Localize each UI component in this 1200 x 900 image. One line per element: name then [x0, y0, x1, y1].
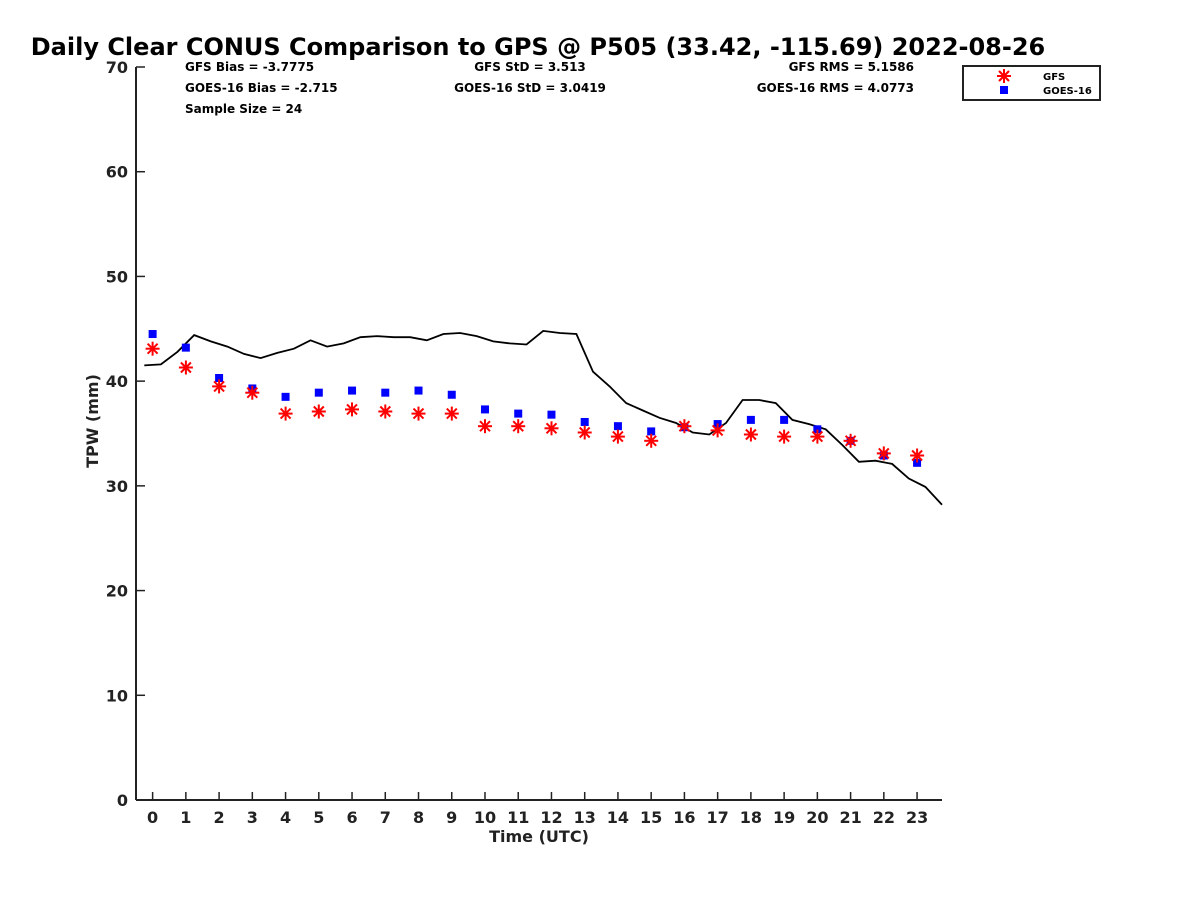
gfs-point — [310, 403, 327, 420]
gfs-point — [211, 378, 228, 395]
sample-size-stat: Sample Size = 24 — [185, 102, 302, 116]
gfs-rms-stat: GFS RMS = 5.1586 — [789, 60, 914, 74]
goes16-point — [181, 343, 190, 352]
chart-title: Daily Clear CONUS Comparison to GPS @ P5… — [31, 33, 1045, 61]
goes16-point — [215, 374, 224, 383]
x-tick-label: 12 — [540, 808, 562, 827]
gfs-point — [543, 420, 560, 437]
x-tick-label: 9 — [446, 808, 457, 827]
goes16-point — [647, 427, 656, 436]
goes16-point — [746, 415, 755, 424]
gfs-point — [344, 401, 360, 418]
goes16-point — [580, 417, 589, 426]
gfs-point — [443, 405, 460, 422]
x-tick-label: 1 — [180, 808, 191, 827]
gfs-point — [909, 447, 926, 464]
x-tick-label: 0 — [147, 808, 158, 827]
legend-gfs-marker — [996, 68, 1012, 84]
x-tick-label: 6 — [346, 808, 357, 827]
gfs-point — [676, 418, 693, 435]
goes-rms-stat: GOES-16 RMS = 4.0773 — [757, 81, 914, 95]
legend-goes-label: GOES-16 — [1043, 86, 1092, 97]
gps-series-line — [144, 329, 943, 506]
goes16-point — [514, 409, 523, 418]
gfs-point — [177, 359, 194, 376]
x-tick-label: 23 — [906, 808, 928, 827]
y-axis-ticks: 0 10 20 30 40 50 60 70 — [106, 58, 145, 810]
legend-gfs-label: GFS — [1043, 72, 1065, 83]
gfs-point — [643, 432, 660, 449]
x-tick-label: 15 — [640, 808, 662, 827]
goes16-point — [381, 388, 390, 397]
y-tick-label: 30 — [106, 477, 128, 496]
x-axis-ticks: 0 1 2 3 4 5 6 7 8 9 10 11 12 13 14 15 16 17 18 19 20 21 22 23 — [147, 792, 928, 827]
gfs-std-stat: GFS StD = 3.513 — [474, 60, 586, 74]
x-tick-label: 11 — [507, 808, 529, 827]
x-tick-label: 21 — [839, 808, 861, 827]
gfs-point — [842, 432, 859, 449]
gfs-point — [510, 418, 527, 435]
x-tick-label: 10 — [474, 808, 496, 827]
x-axis-label: Time (UTC) — [489, 827, 589, 846]
x-tick-label: 20 — [806, 808, 828, 827]
gfs-point — [709, 422, 726, 439]
y-axis-label: TPW (mm) — [83, 374, 102, 468]
gfs-point — [477, 418, 493, 435]
gfs-bias-stat: GFS Bias = -3.7775 — [185, 60, 314, 74]
gfs-point — [377, 403, 394, 420]
y-tick-label: 50 — [106, 267, 128, 286]
goes16-point — [913, 458, 922, 467]
x-tick-label: 2 — [214, 808, 225, 827]
y-tick-label: 10 — [106, 686, 128, 705]
x-tick-label: 7 — [380, 808, 391, 827]
goes16-point — [547, 410, 556, 419]
legend-box — [962, 65, 1101, 101]
x-tick-label: 17 — [707, 808, 729, 827]
goes16-point — [480, 405, 489, 414]
gfs-point — [410, 405, 427, 422]
legend-goes-marker — [1000, 86, 1008, 94]
x-tick-label: 22 — [873, 808, 895, 827]
x-tick-label: 8 — [413, 808, 424, 827]
x-tick-label: 18 — [740, 808, 762, 827]
y-tick-label: 40 — [106, 372, 128, 391]
x-tick-label: 4 — [280, 808, 291, 827]
goes16-point — [314, 388, 323, 397]
x-tick-label: 16 — [673, 808, 695, 827]
gfs-point — [776, 428, 793, 445]
plot-area — [144, 329, 943, 506]
y-tick-label: 20 — [106, 582, 128, 601]
goes16-point — [414, 386, 423, 395]
x-tick-label: 5 — [313, 808, 324, 827]
goes16-point — [813, 425, 822, 434]
y-tick-label: 0 — [117, 791, 128, 810]
x-tick-label: 3 — [247, 808, 258, 827]
gfs-point — [809, 428, 826, 445]
gfs-point — [277, 405, 294, 422]
goes16-point — [613, 422, 622, 431]
x-tick-label: 19 — [773, 808, 795, 827]
y-tick-label: 70 — [106, 58, 128, 77]
x-tick-label: 13 — [574, 808, 596, 827]
y-tick-label: 60 — [106, 163, 128, 182]
goes-std-stat: GOES-16 StD = 3.0419 — [454, 81, 606, 95]
goes16-point — [281, 392, 290, 401]
goes16-point — [148, 330, 157, 339]
gfs-point — [742, 426, 759, 443]
gfs-point — [244, 384, 261, 401]
legend: GFS GOES-16 — [962, 65, 1101, 101]
gfs-point — [609, 428, 626, 445]
goes-bias-stat: GOES-16 Bias = -2.715 — [185, 81, 338, 95]
gfs-point — [875, 445, 892, 462]
x-tick-label: 14 — [607, 808, 629, 827]
goes16-point — [348, 386, 357, 395]
gfs-point — [144, 340, 161, 357]
goes16-point — [447, 390, 456, 399]
goes16-point — [780, 415, 789, 424]
gfs-point — [576, 424, 593, 441]
